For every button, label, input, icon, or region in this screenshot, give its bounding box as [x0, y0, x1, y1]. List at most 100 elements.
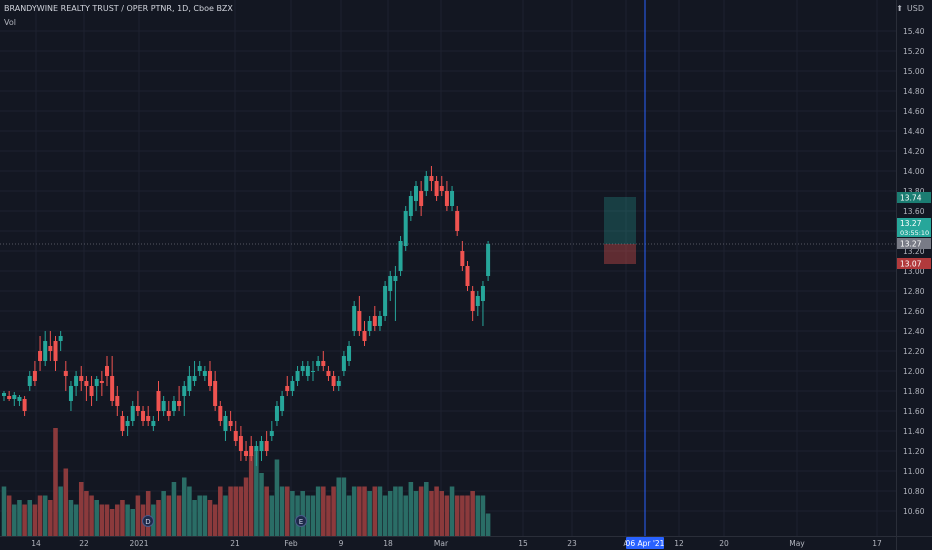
candle-body — [326, 371, 331, 376]
volume-bar — [130, 509, 136, 536]
candle-body — [290, 381, 295, 391]
price-tick-label: 11.80 — [903, 387, 925, 396]
chart-overlay — [0, 0, 896, 536]
candle-body — [424, 176, 429, 191]
price-tick-label: 15.00 — [903, 67, 925, 76]
candle-body — [280, 396, 285, 411]
volume-bar — [53, 428, 58, 536]
candle-body — [408, 196, 413, 216]
time-tick-label: 2021 — [129, 539, 148, 548]
crosshair-time-box — [626, 537, 664, 549]
candle-body — [300, 366, 305, 371]
volume-bar — [238, 486, 244, 536]
volume-bar — [68, 500, 74, 536]
price-tick-label: 15.20 — [903, 47, 925, 56]
candle-body — [285, 386, 290, 391]
volume-bar — [269, 495, 275, 536]
volume-bar — [243, 477, 249, 536]
candle-body — [336, 381, 341, 386]
volume-bar — [104, 504, 110, 536]
time-tick-label: 14 — [31, 539, 41, 548]
target-price-label-box — [897, 192, 931, 203]
candle-body — [460, 251, 465, 266]
crosshair-time-label: 06 Apr '21 — [626, 539, 665, 548]
volume-bar — [403, 495, 408, 536]
candlestick-series — [2, 166, 491, 466]
volume-bar — [274, 459, 280, 536]
candle-body — [388, 276, 393, 291]
volume-bar — [444, 495, 450, 536]
candle-body — [135, 406, 140, 411]
volume-bar — [89, 495, 94, 536]
price-tick-label: 11.20 — [903, 447, 925, 456]
price-tick-label: 13.00 — [903, 267, 925, 276]
candle-body — [17, 397, 22, 401]
price-tick-label: 12.60 — [903, 307, 925, 316]
candle-body — [244, 451, 249, 456]
volume-bar — [408, 482, 414, 536]
candle-body — [27, 376, 32, 386]
candle-body — [151, 421, 156, 426]
volume-bar — [73, 504, 79, 536]
price-tick-label: 15.40 — [903, 27, 925, 36]
volume-bar — [27, 500, 33, 536]
volume-bar — [305, 495, 311, 536]
symbol-legend[interactable]: BRANDYWINE REALTY TRUST / OPER PTNR, 1D,… — [4, 4, 233, 13]
candle-body — [419, 191, 424, 206]
candle-body — [455, 211, 460, 231]
volume-bar — [22, 504, 27, 536]
candle-body — [58, 336, 63, 341]
volume-bar — [351, 486, 357, 536]
candle-body — [383, 286, 388, 316]
volume-bar — [125, 504, 130, 536]
time-axis[interactable]: 1422202121Feb918Mar1523A1220May1706 Apr … — [0, 536, 932, 550]
volume-bar — [145, 491, 151, 536]
candle-body — [218, 406, 223, 421]
target-price-label: 13.74 — [900, 194, 922, 203]
volume-bar — [418, 486, 424, 536]
volume-bar — [37, 495, 43, 536]
volume-bar — [449, 486, 455, 536]
stop-price-label: 13.07 — [900, 260, 922, 269]
volume-bar — [382, 495, 388, 536]
candle-body — [362, 331, 367, 341]
volume-bar — [32, 504, 38, 536]
volume-bar — [279, 486, 285, 536]
volume-bar — [387, 491, 393, 536]
price-axis[interactable]: 15.40 15.20 15.00 14.80 14.60 14.40 14.20 14.00… — [896, 0, 932, 550]
candle-body — [352, 306, 357, 331]
volume-legend[interactable]: Vol — [4, 18, 16, 27]
volume-bar — [78, 482, 84, 536]
candle-body — [141, 411, 146, 421]
candle-body — [444, 191, 449, 206]
currency-label[interactable]: ⬆ USD — [896, 4, 924, 13]
volume-bar — [284, 486, 290, 536]
price-tick-label: 12.80 — [903, 287, 925, 296]
candle-body — [305, 366, 310, 376]
volume-bar — [454, 495, 460, 536]
time-tick-label: 22 — [79, 539, 89, 548]
long-position-tool[interactable] — [604, 197, 636, 264]
volume-bar — [48, 500, 53, 536]
candle-body — [295, 371, 300, 381]
candle-body — [110, 376, 115, 401]
candle-body — [372, 316, 377, 326]
volume-bar — [259, 473, 264, 536]
volume-bar — [192, 500, 197, 536]
volume-bar — [17, 500, 22, 536]
volume-bar — [228, 486, 233, 536]
volume-bar — [94, 500, 99, 536]
candle-body — [367, 321, 372, 331]
volume-bar — [166, 495, 172, 536]
volume-bar — [120, 500, 125, 536]
event-marker-label: D — [145, 518, 150, 526]
candle-body — [274, 406, 279, 421]
crosshair-price-label: 13.27 — [900, 240, 922, 249]
volume-bar — [181, 477, 187, 536]
volume-bar — [295, 495, 300, 536]
volume-bar — [248, 455, 254, 536]
volume-bar — [465, 495, 470, 536]
stop-price-label-box — [897, 258, 931, 269]
